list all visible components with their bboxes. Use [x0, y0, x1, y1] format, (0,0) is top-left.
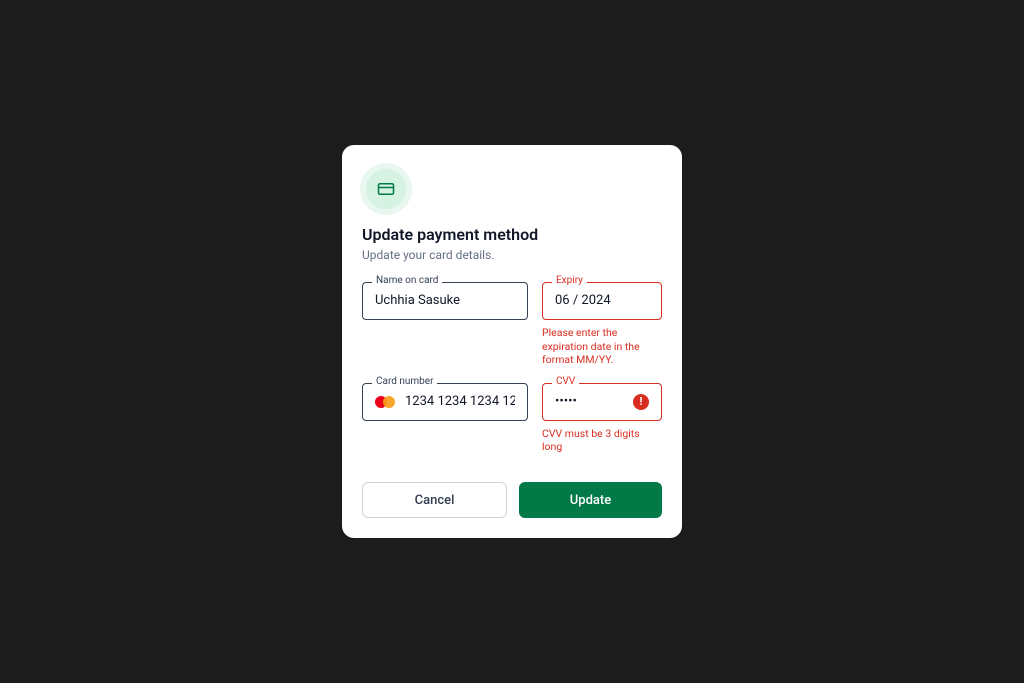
- cvv-error-text: CVV must be 3 digits long: [542, 427, 662, 454]
- name-field-group: Name on card: [362, 282, 528, 320]
- card-number-field-group: Card number: [362, 383, 528, 421]
- expiry-input-wrapper: [542, 282, 662, 320]
- expiry-field-group: Expiry Please enter the expiration date …: [542, 282, 662, 367]
- card-number-input-wrapper: [362, 383, 528, 421]
- name-input-wrapper: [362, 282, 528, 320]
- card-number-input[interactable]: [405, 394, 515, 409]
- cvv-input-wrapper: !: [542, 383, 662, 421]
- mastercard-icon: [375, 395, 397, 409]
- update-payment-modal: Update payment method Update your card d…: [342, 145, 682, 538]
- cvv-field-group: CVV ! CVV must be 3 digits long: [542, 383, 662, 454]
- button-row: Cancel Update: [362, 482, 662, 518]
- modal-title: Update payment method: [362, 225, 662, 244]
- form-row-1: Name on card Expiry Please enter the exp…: [362, 282, 662, 367]
- form-row-2: Card number CVV ! CVV must be 3 digits l…: [362, 383, 662, 454]
- cvv-label: CVV: [552, 376, 579, 387]
- name-input[interactable]: [375, 293, 515, 308]
- card-icon: [377, 180, 395, 198]
- expiry-input[interactable]: [555, 293, 649, 308]
- modal-subtitle: Update your card details.: [362, 248, 662, 262]
- card-icon-circle: [366, 169, 406, 209]
- update-button[interactable]: Update: [519, 482, 662, 518]
- expiry-label: Expiry: [552, 275, 587, 286]
- alert-icon: !: [633, 394, 649, 410]
- cvv-input[interactable]: [555, 394, 625, 409]
- cancel-button[interactable]: Cancel: [362, 482, 507, 518]
- name-label: Name on card: [372, 275, 442, 286]
- expiry-error-text: Please enter the expiration date in the …: [542, 326, 662, 367]
- card-number-label: Card number: [372, 376, 437, 387]
